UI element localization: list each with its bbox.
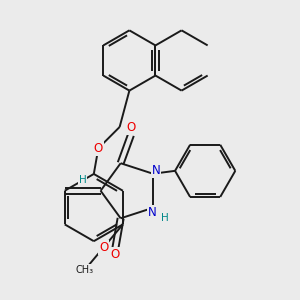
Text: N: N	[148, 206, 156, 219]
Text: N: N	[152, 164, 160, 177]
Text: O: O	[111, 248, 120, 261]
Text: O: O	[99, 241, 108, 254]
Text: O: O	[126, 122, 136, 134]
Text: O: O	[94, 142, 103, 155]
Text: CH₃: CH₃	[76, 265, 94, 275]
Text: H: H	[79, 175, 86, 185]
Text: H: H	[161, 213, 169, 223]
